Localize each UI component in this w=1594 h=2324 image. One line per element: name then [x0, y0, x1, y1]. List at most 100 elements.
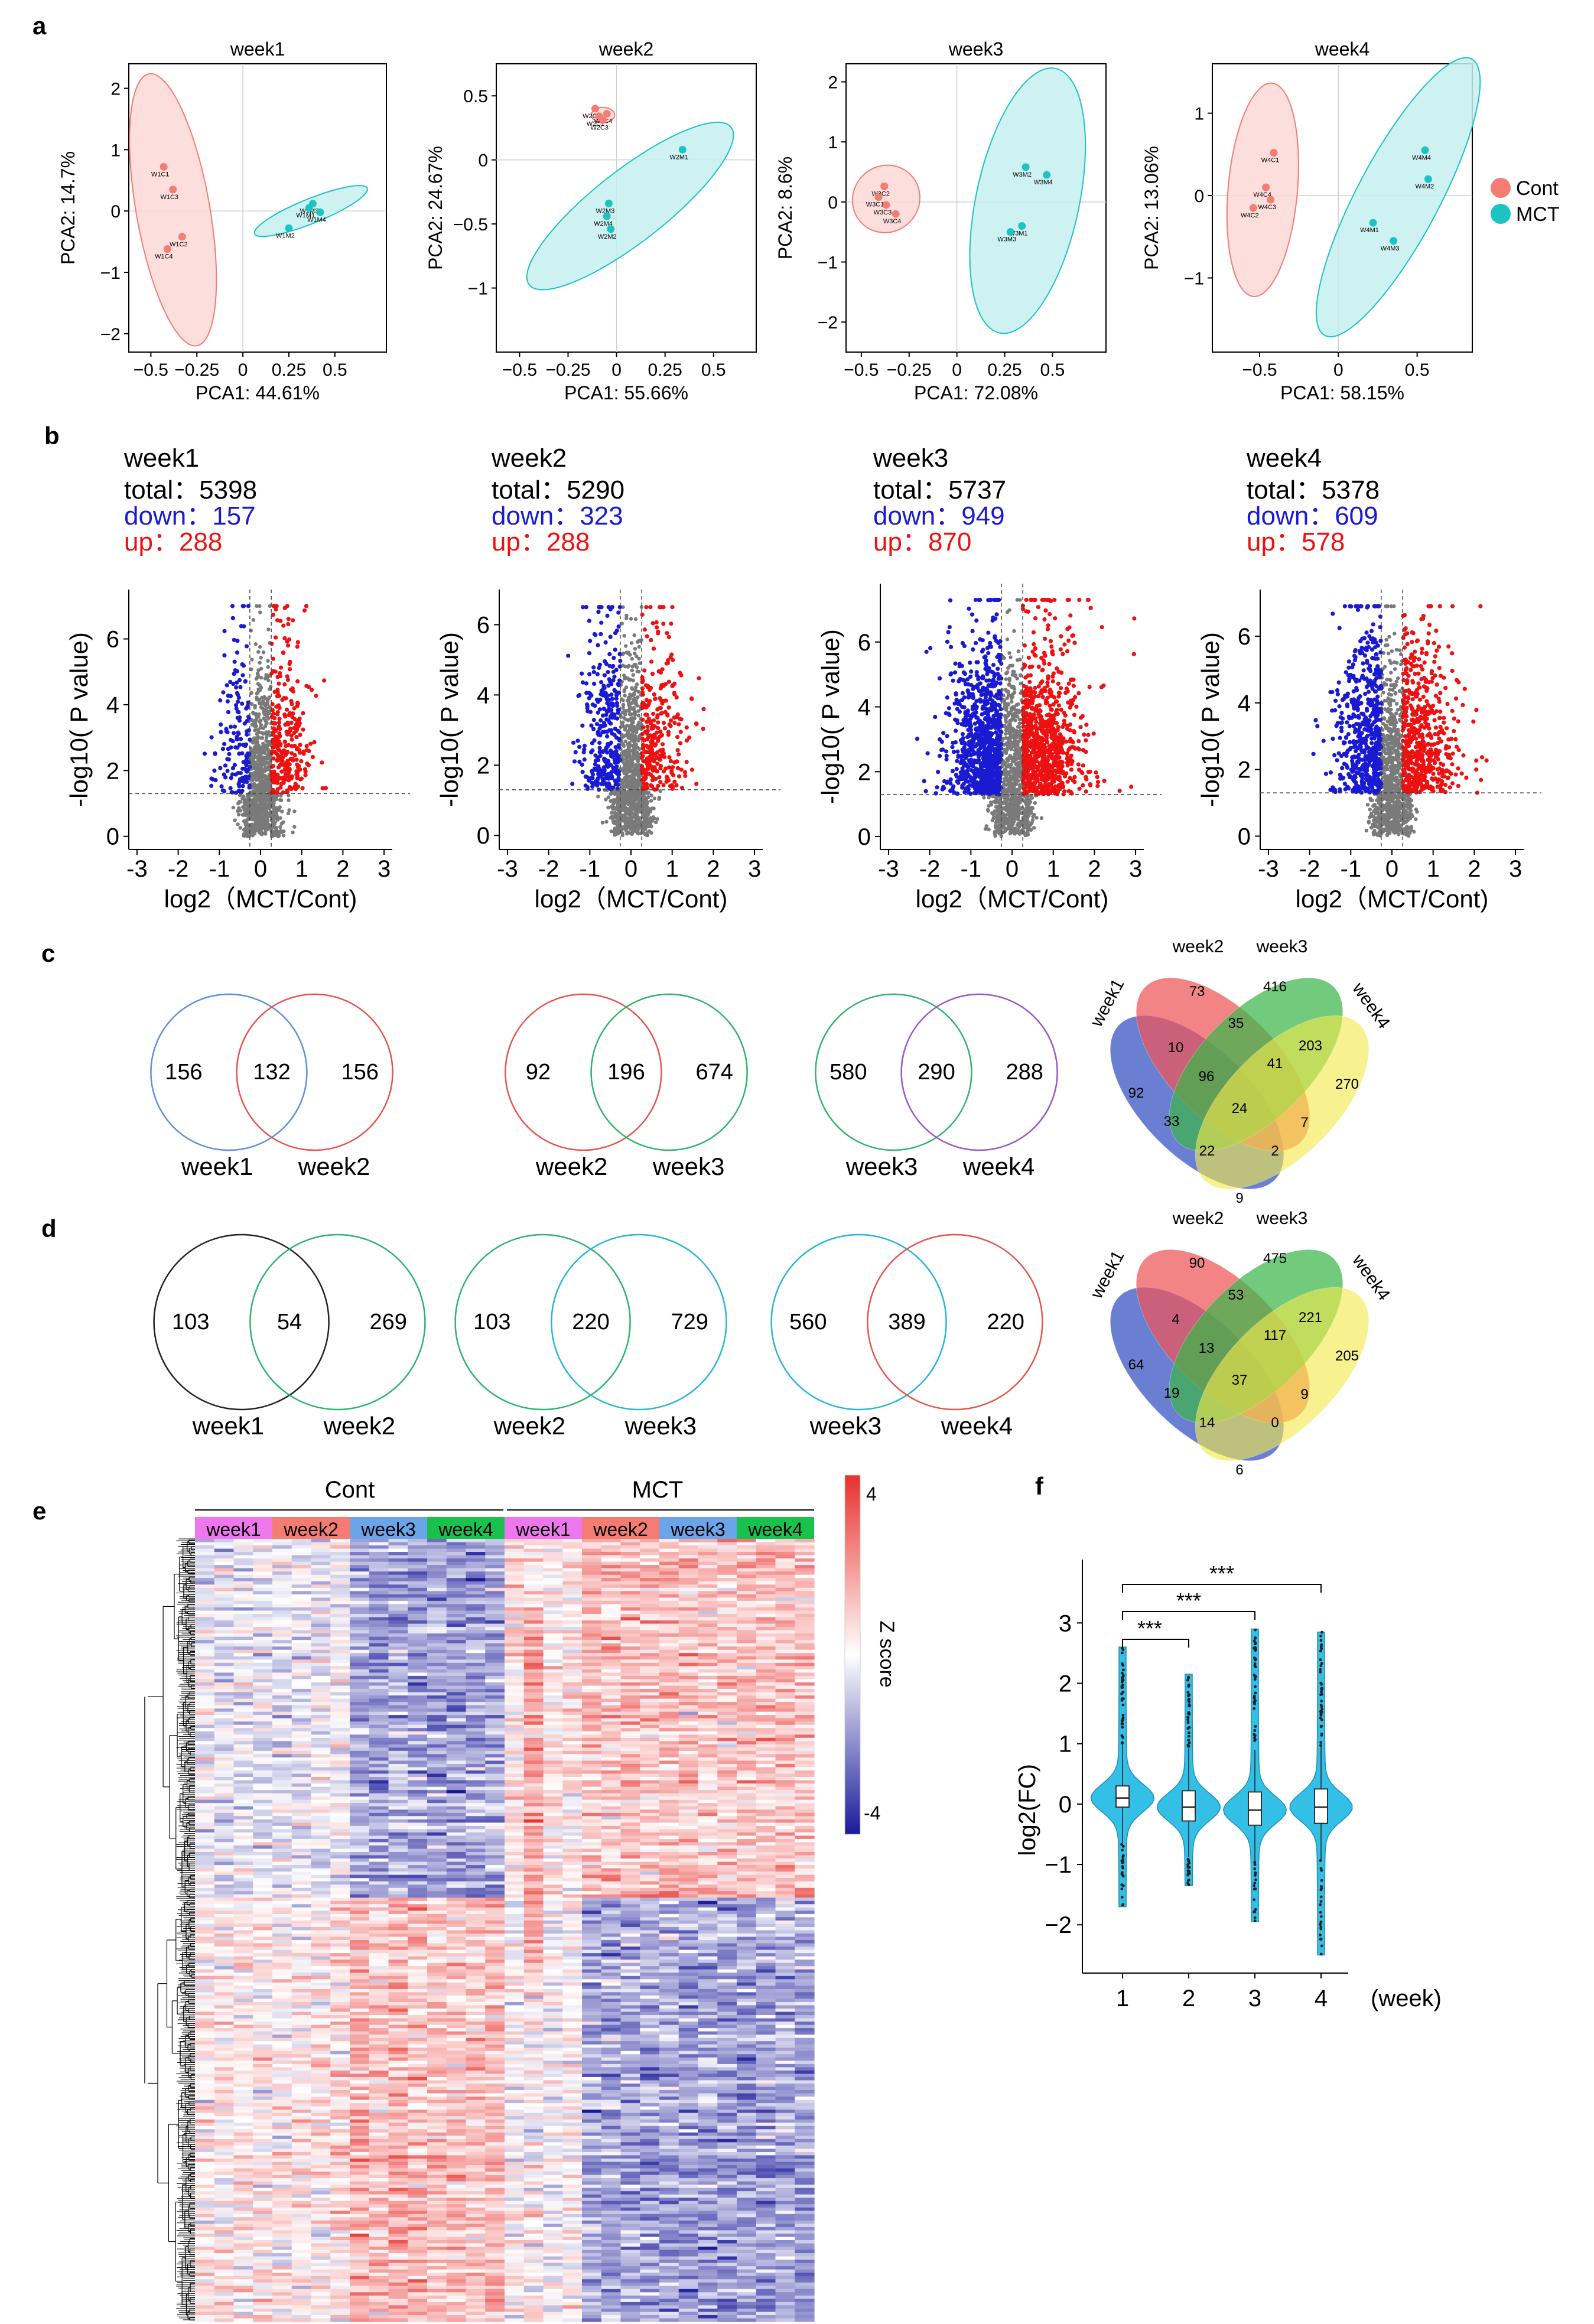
- volcano-point-down: [957, 709, 962, 714]
- volcano-point-down: [928, 646, 933, 650]
- volcano-point-ns: [292, 825, 297, 829]
- volcano-total-value: 5290: [567, 476, 624, 504]
- volcano-point-ns: [632, 663, 636, 667]
- legend-mct-label: MCT: [1516, 203, 1560, 226]
- volcano-point-down: [945, 695, 949, 700]
- volcano-point-down: [232, 763, 238, 767]
- volcano-point-ns: [1014, 735, 1019, 739]
- volcano-point-up: [689, 767, 694, 772]
- pca-xlabel: PCA1: 44.61%: [196, 382, 320, 403]
- pca-point-label: W2M3: [596, 207, 615, 214]
- volcano-point-down: [950, 745, 955, 750]
- volcano-point-ns: [1006, 788, 1010, 792]
- volcano-point-down: [605, 701, 610, 705]
- volcano-point-ns: [256, 714, 261, 718]
- volcano-total-prefix: total：: [492, 476, 567, 504]
- volcano-point-ns: [1010, 712, 1015, 717]
- volcano-point-up: [287, 637, 292, 642]
- volcano-point-ns: [1014, 703, 1019, 707]
- volcano-week-title: week3: [873, 444, 948, 473]
- volcano-point-down: [974, 766, 978, 771]
- volcano-xlabel: log2（MCT/Cont): [535, 885, 728, 913]
- volcano-point-ns: [255, 695, 259, 699]
- volcano-point-ns: [245, 828, 249, 832]
- volcano-total-value: 5737: [948, 476, 1006, 504]
- volcano-point-down: [995, 709, 1000, 714]
- volcano-point-up: [644, 605, 649, 610]
- volcano-point-ns: [1025, 808, 1029, 812]
- volcano-point-up: [301, 711, 305, 715]
- volcano-point-down: [235, 639, 240, 643]
- volcano-point-up: [275, 618, 280, 623]
- volcano-point-down: [923, 789, 928, 793]
- volcano-point-ns: [242, 832, 246, 836]
- volcano-point-ns: [256, 788, 260, 792]
- volcano-point-up: [1066, 638, 1071, 643]
- volcano-point-ns: [629, 712, 634, 717]
- pca-title: week1: [230, 38, 285, 60]
- pca-point: [604, 199, 613, 207]
- volcano-point-down: [937, 753, 942, 759]
- volcano-point-up: [320, 786, 325, 790]
- volcano-point-ns: [1014, 804, 1019, 808]
- pca-point: [599, 116, 607, 124]
- volcano-point-ns: [626, 701, 631, 706]
- volcano-point-up: [275, 690, 280, 695]
- volcano-point-up: [655, 707, 660, 712]
- volcano-point-ns: [630, 686, 634, 690]
- volcano-point-down: [225, 683, 229, 688]
- volcano-point-ns: [621, 819, 625, 823]
- volcano-point-ns: [258, 604, 262, 608]
- volcano-point-ns: [272, 807, 276, 811]
- volcano-point-down: [246, 767, 251, 772]
- volcano-point-ns: [1009, 696, 1014, 701]
- volcano-point-down: [590, 702, 595, 707]
- volcano-point-down: [614, 768, 619, 773]
- pca-point: [1006, 228, 1014, 236]
- volcano-up-line: up：288: [492, 528, 590, 556]
- pca-xtick-label: 0.5: [701, 360, 726, 380]
- volcano-point-ns: [634, 763, 639, 767]
- volcano-point-up: [656, 720, 661, 725]
- pca-point: [874, 193, 883, 201]
- volcano-point-up: [276, 748, 282, 753]
- volcano-point-down: [604, 734, 610, 739]
- volcano-point-up: [666, 765, 672, 770]
- volcano-point-ns: [652, 816, 656, 821]
- volcano-point-ns: [253, 825, 257, 829]
- volcano-point-ns: [629, 777, 633, 782]
- volcano-up-prefix: up：: [873, 528, 928, 556]
- panel-a-pca: W1C1W1C3W1C2W1C4W1M3W1M1W1M4W1M2−0.5−0.2…: [57, 38, 1560, 403]
- volcano-point-ns: [986, 809, 990, 813]
- volcano-point-up: [647, 749, 652, 754]
- volcano-point-up: [669, 621, 674, 626]
- volcano-point-ns: [627, 696, 632, 701]
- volcano-point-ns: [624, 685, 629, 689]
- volcano-point-up: [271, 763, 276, 769]
- volcano-point-ns: [644, 832, 649, 836]
- volcano-point-ns: [630, 761, 635, 765]
- volcano-point-ns: [246, 833, 251, 837]
- volcano-point-ns: [604, 819, 609, 824]
- volcano-point-ns: [263, 743, 267, 747]
- pca-point: [1043, 171, 1051, 179]
- volcano-point-down: [954, 691, 958, 696]
- volcano-point-up: [647, 688, 652, 692]
- volcano-point-ns: [619, 725, 623, 729]
- volcano-point-down: [240, 789, 245, 793]
- volcano-point-ns: [266, 659, 270, 663]
- volcano-point-down: [219, 722, 223, 727]
- volcano-point-up: [657, 735, 662, 740]
- volcano-point-ns: [256, 682, 260, 686]
- volcano-point-up: [285, 674, 289, 679]
- volcano-point-up: [271, 669, 276, 673]
- pca-ylabel: PCA2: 13.06%: [1141, 146, 1162, 270]
- volcano-point-ns: [613, 827, 617, 832]
- volcano-point-ns: [291, 830, 295, 835]
- volcano-point-up: [694, 721, 699, 726]
- volcano-point-up: [645, 724, 650, 729]
- volcano-point-ns: [622, 634, 626, 638]
- volcano-point-up: [694, 782, 699, 786]
- volcano-point-up: [656, 738, 661, 743]
- volcano-point-up: [1086, 733, 1091, 737]
